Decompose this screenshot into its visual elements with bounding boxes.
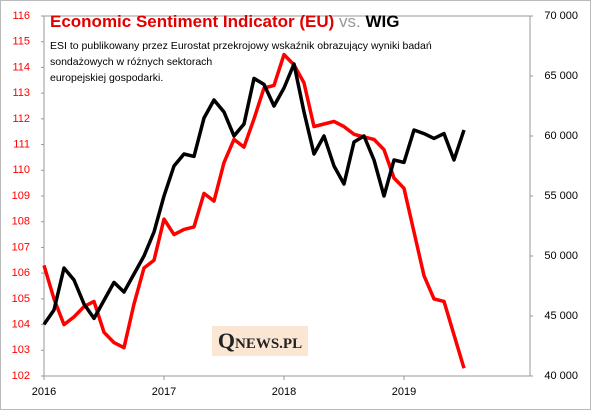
x-tick-label: 2018: [272, 386, 296, 398]
chart-title: Economic Sentiment Indicator (EU) vs. WI…: [50, 12, 400, 31]
y-tick-label: 105: [12, 293, 30, 305]
y2-tick-label: 70 000: [544, 10, 578, 22]
series-line: [42, 62, 466, 326]
y2-tick-label: 60 000: [544, 130, 578, 142]
y2-tick-label: 50 000: [544, 250, 578, 262]
subtitle-line: sondażowych w różnych sektorach: [50, 56, 212, 68]
x-tick-label: 2017: [152, 386, 176, 398]
y-tick-label: 110: [12, 164, 30, 176]
y2-tick-label: 40 000: [544, 370, 578, 382]
y-tick-label: 113: [12, 87, 30, 99]
y2-tick-label: 65 000: [544, 70, 578, 82]
y-tick-label: 109: [12, 190, 30, 202]
y2-tick-label: 55 000: [544, 190, 578, 202]
subtitle-line: europejskiej gospodarki.: [50, 72, 163, 84]
y-tick-label: 111: [13, 138, 30, 150]
y-tick-label: 116: [12, 10, 30, 22]
x-tick-label: 2019: [392, 386, 416, 398]
title-wig: WIG: [366, 12, 400, 31]
y-tick-label: 108: [12, 216, 30, 228]
y-tick-label: 104: [12, 318, 30, 330]
series-line: [42, 52, 466, 369]
y-tick-label: 115: [12, 36, 30, 48]
y-tick-label: 106: [12, 267, 30, 279]
y2-tick-label: 45 000: [544, 310, 578, 322]
y-tick-label: 107: [12, 241, 30, 253]
y-tick-label: 114: [12, 61, 30, 73]
subtitle-line: ESI to publikowany przez Eurostat przekr…: [50, 40, 432, 52]
title-vs: vs.: [339, 12, 361, 31]
logo: QNEWS.PL: [212, 326, 308, 356]
y-tick-label: 103: [12, 344, 30, 356]
y-tick-label: 102: [12, 370, 30, 382]
y-tick-label: 112: [12, 113, 30, 125]
title-main: Economic Sentiment Indicator (EU): [50, 12, 334, 31]
x-tick-label: 2016: [32, 386, 56, 398]
